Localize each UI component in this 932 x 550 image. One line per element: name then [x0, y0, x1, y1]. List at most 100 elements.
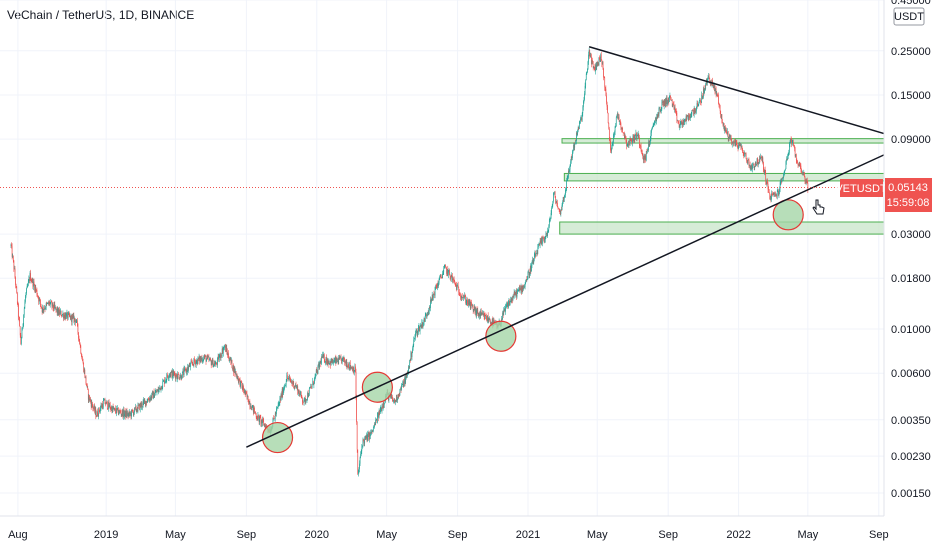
candle-body: [547, 230, 549, 231]
candle-body: [591, 56, 592, 65]
candle-body: [316, 370, 318, 371]
candle-body: [548, 226, 550, 231]
candle-body: [504, 308, 506, 312]
candle-body: [687, 115, 689, 117]
candle-body: [384, 401, 386, 404]
candle-body: [191, 361, 192, 362]
candle-body: [528, 271, 529, 273]
candle-body: [355, 366, 356, 372]
candle-body: [536, 252, 538, 255]
candle-body: [463, 297, 465, 299]
candle-body: [543, 238, 544, 240]
candle-body: [723, 123, 724, 126]
candle-body: [394, 399, 396, 404]
candle-body: [505, 307, 506, 312]
candle-body: [175, 374, 177, 379]
y-tick-label: 0.09000: [891, 134, 931, 146]
candle-body: [52, 302, 54, 308]
candle-body: [236, 374, 238, 379]
candle-body: [524, 286, 525, 288]
candle-body: [206, 358, 207, 362]
candle-body: [214, 364, 216, 366]
candle-body: [632, 141, 633, 144]
candle-body: [44, 308, 45, 310]
candle-body: [720, 114, 722, 118]
candle-body: [453, 278, 454, 280]
candle-body: [40, 303, 42, 307]
candle-body: [648, 141, 649, 150]
candle-body: [790, 138, 792, 141]
candle-body: [248, 401, 250, 405]
candle-body: [135, 406, 136, 408]
candle-body: [617, 113, 619, 119]
candle-body: [285, 381, 287, 385]
candle-body: [425, 314, 427, 316]
candle-body: [486, 315, 487, 319]
candle-body: [751, 165, 753, 170]
candle-body: [626, 144, 628, 146]
candle-body: [405, 375, 407, 377]
candle-body: [458, 292, 460, 296]
candle-body: [264, 424, 266, 426]
candle-body: [379, 409, 381, 414]
candle-body: [618, 116, 620, 122]
candle-body: [68, 313, 70, 316]
candle-body: [516, 290, 517, 297]
candle-body: [749, 164, 750, 167]
symbol-tag-text: VETUSDT: [835, 183, 887, 195]
candle-body: [92, 405, 94, 409]
candle-body: [143, 399, 145, 401]
candle-body: [80, 345, 82, 354]
candle-body: [75, 320, 77, 323]
candle-body: [750, 168, 752, 170]
y-tick-label: 0.45000: [891, 0, 931, 7]
candle-body: [377, 412, 379, 416]
candle-body: [100, 405, 102, 409]
candle-body: [562, 197, 564, 203]
candle-body: [165, 380, 167, 381]
candle-body: [399, 389, 401, 396]
candle-body: [604, 87, 606, 89]
candle-body: [180, 374, 181, 378]
candle-body: [353, 371, 355, 373]
candle-body: [408, 366, 409, 373]
candle-body: [173, 372, 175, 376]
candle-body: [456, 284, 457, 290]
candle-body: [404, 378, 406, 384]
candle-body: [466, 299, 468, 303]
candle-body: [62, 313, 64, 315]
candle-body: [304, 397, 306, 399]
candle-body: [97, 411, 98, 416]
currency-label[interactable]: USDT: [893, 7, 925, 26]
candle-body: [158, 387, 160, 390]
candle-body: [133, 412, 135, 415]
candle-body: [232, 367, 233, 370]
candle-body: [151, 392, 153, 394]
candle-body: [327, 360, 329, 364]
candle-body: [108, 402, 110, 407]
candle-body: [222, 348, 224, 354]
candle-body: [147, 399, 149, 401]
candle-body: [702, 97, 704, 99]
candle-body: [649, 139, 651, 144]
candle-body: [274, 413, 276, 419]
candle-body: [798, 161, 800, 166]
candle-body: [522, 285, 524, 290]
candle-body: [578, 127, 580, 129]
candle-body: [370, 432, 371, 437]
candle-body: [690, 114, 692, 117]
candle-body: [527, 271, 529, 280]
candle-body: [413, 338, 415, 340]
candle-body: [262, 419, 263, 424]
time-axis[interactable]: Aug 2019 May Sep 2020 May Sep 2021 May Sep 2022 May…: [0, 515, 889, 541]
highlight-circle: [772, 199, 804, 231]
candle-body: [51, 302, 53, 307]
candle-body: [445, 266, 447, 269]
x-tick-label: 2022: [726, 529, 750, 541]
candle-body: [594, 67, 596, 72]
candle-body: [233, 365, 235, 373]
price-axis[interactable]: 0.45000 0.25000 0.15000 0.09000 0.03000 0.018…: [883, 0, 931, 516]
candle-body: [760, 157, 761, 159]
candle-body: [729, 134, 731, 138]
